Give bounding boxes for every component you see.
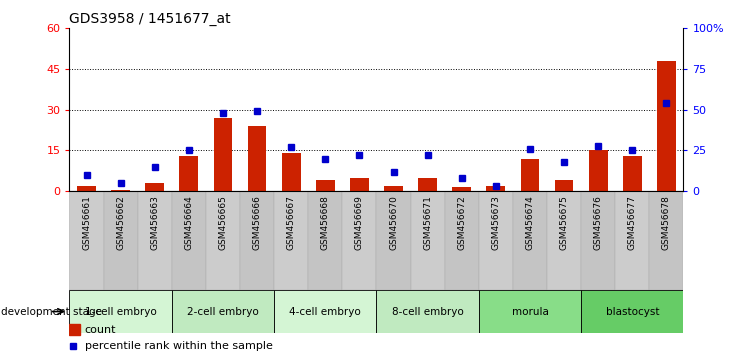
Text: 1-cell embryo: 1-cell embryo	[85, 307, 156, 316]
Bar	[69, 191, 104, 290]
Text: percentile rank within the sample: percentile rank within the sample	[85, 341, 273, 351]
Text: GSM456665: GSM456665	[219, 195, 227, 250]
Bar	[213, 118, 232, 191]
Text: GSM456676: GSM456676	[594, 195, 602, 250]
Bar	[588, 150, 607, 191]
Bar	[111, 190, 130, 191]
Bar	[547, 191, 581, 290]
Text: GSM456671: GSM456671	[423, 195, 432, 250]
Bar	[479, 290, 581, 333]
Text: 8-cell embryo: 8-cell embryo	[392, 307, 463, 316]
Bar	[513, 191, 547, 290]
Bar	[411, 191, 444, 290]
Bar	[180, 156, 198, 191]
Bar	[77, 186, 96, 191]
Bar	[616, 191, 649, 290]
Bar	[581, 290, 683, 333]
Text: GSM456677: GSM456677	[628, 195, 637, 250]
Bar	[172, 290, 274, 333]
Text: GSM456675: GSM456675	[560, 195, 569, 250]
Bar	[555, 180, 573, 191]
Bar	[452, 187, 471, 191]
Text: GSM456669: GSM456669	[355, 195, 364, 250]
Bar	[145, 183, 164, 191]
Bar	[206, 191, 240, 290]
Text: GDS3958 / 1451677_at: GDS3958 / 1451677_at	[69, 12, 231, 26]
Bar	[479, 191, 513, 290]
Bar	[520, 159, 539, 191]
Text: development stage: development stage	[1, 307, 102, 316]
Bar	[486, 186, 505, 191]
Text: GSM456678: GSM456678	[662, 195, 671, 250]
Text: 2-cell embryo: 2-cell embryo	[187, 307, 259, 316]
Bar	[649, 191, 683, 290]
Text: 4-cell embryo: 4-cell embryo	[289, 307, 361, 316]
Text: GSM456664: GSM456664	[184, 195, 193, 250]
Text: GSM456666: GSM456666	[253, 195, 262, 250]
Bar	[581, 191, 616, 290]
Bar	[69, 290, 172, 333]
Text: count: count	[85, 325, 116, 335]
Bar	[376, 290, 479, 333]
Bar	[376, 191, 411, 290]
Bar	[274, 290, 376, 333]
Text: GSM456667: GSM456667	[287, 195, 295, 250]
Bar	[240, 191, 274, 290]
Text: GSM456663: GSM456663	[151, 195, 159, 250]
Bar	[308, 191, 342, 290]
Bar	[444, 191, 479, 290]
Text: GSM456670: GSM456670	[389, 195, 398, 250]
Text: morula: morula	[512, 307, 548, 316]
Text: GSM456672: GSM456672	[458, 195, 466, 250]
Text: GSM456662: GSM456662	[116, 195, 125, 250]
Bar	[172, 191, 206, 290]
Bar	[248, 126, 266, 191]
Text: blastocyst: blastocyst	[605, 307, 659, 316]
Bar	[104, 191, 137, 290]
Bar	[342, 191, 376, 290]
Text: GSM456673: GSM456673	[491, 195, 500, 250]
Bar	[137, 191, 172, 290]
Bar	[274, 191, 308, 290]
Bar	[281, 153, 300, 191]
Bar	[418, 178, 437, 191]
Bar	[657, 61, 675, 191]
Bar	[623, 156, 642, 191]
Bar	[350, 178, 368, 191]
Text: GSM456668: GSM456668	[321, 195, 330, 250]
Bar	[316, 180, 335, 191]
Text: GSM456661: GSM456661	[82, 195, 91, 250]
Text: GSM456674: GSM456674	[526, 195, 534, 250]
Bar	[385, 186, 403, 191]
Bar	[69, 324, 80, 335]
